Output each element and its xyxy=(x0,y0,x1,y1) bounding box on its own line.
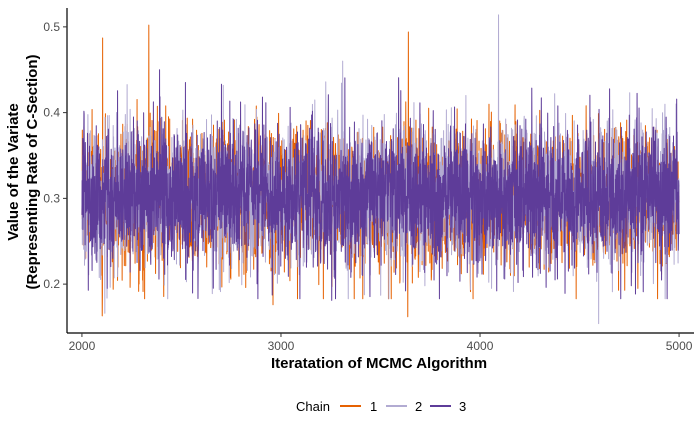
y-tick-label: 0.3 xyxy=(43,191,60,205)
y-axis-title: Value of the Variate (Representing Rate … xyxy=(5,54,41,289)
legend: Chain 1 2 3 xyxy=(296,399,466,414)
y-tick-label: 0.4 xyxy=(43,106,60,120)
x-tick-label: 5000 xyxy=(666,339,693,353)
y-tick-label: 0.2 xyxy=(43,277,60,291)
x-tick-label: 2000 xyxy=(69,339,96,353)
x-axis-title: Iteratation of MCMC Algorithm xyxy=(271,355,487,372)
series-line-chain-3 xyxy=(81,69,680,301)
x-tick-label: 4000 xyxy=(467,339,494,353)
x-tick-label: 3000 xyxy=(268,339,295,353)
axis-layer: 2000 3000 4000 5000 0.2 0.3 0.4 0.5 xyxy=(43,8,694,353)
legend-label-chain-3: 3 xyxy=(459,399,466,414)
legend-label-chain-2: 2 xyxy=(415,399,422,414)
y-axis-title-line2: (Representing Rate of C-Section) xyxy=(24,54,41,289)
series-layer xyxy=(81,14,680,325)
legend-title: Chain xyxy=(296,399,330,414)
y-tick-label: 0.5 xyxy=(43,20,60,34)
y-axis-title-line1: Value of the Variate xyxy=(5,103,22,241)
legend-label-chain-1: 1 xyxy=(370,399,377,414)
